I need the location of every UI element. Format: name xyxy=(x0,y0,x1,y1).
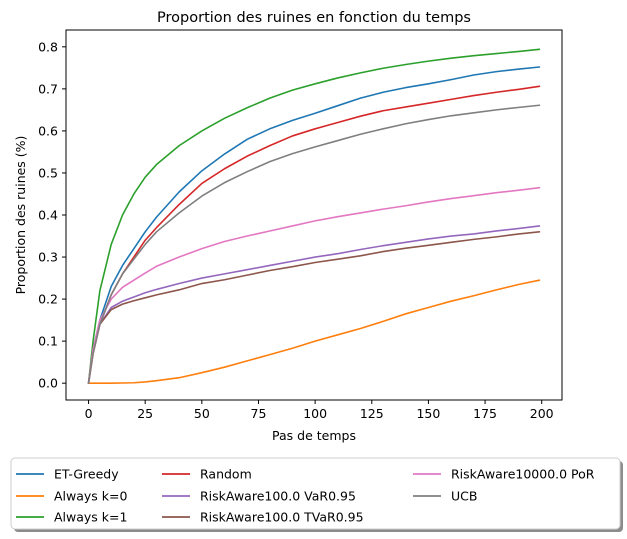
legend-box xyxy=(10,457,621,530)
y-tick-label: 0.6 xyxy=(38,123,58,138)
series-line-2 xyxy=(87,279,541,384)
x-tick-label: 125 xyxy=(360,406,384,421)
legend-label: RiskAware100.0 VaR0.95 xyxy=(200,489,356,504)
legend-label: Always k=1 xyxy=(54,510,127,525)
x-tick-label: 150 xyxy=(416,406,440,421)
legend: ET-Greedy Always k=0 Always k=1 Random RiskA… xyxy=(10,457,623,532)
x-tick-label: 25 xyxy=(137,406,153,421)
y-tick-label: 0.8 xyxy=(38,39,58,54)
y-axis: 0.0 0.1 0.2 0.3 0.4 0.5 0.6 0.7 0.8 xyxy=(38,39,66,391)
series-line-5 xyxy=(87,225,541,384)
legend-label: UCB xyxy=(451,489,477,504)
y-axis-label: Proportion des ruines (%) xyxy=(13,136,28,295)
y-tick-label: 0.5 xyxy=(38,165,58,180)
legend-label: Random xyxy=(200,467,252,482)
legend-label: Always k=0 xyxy=(54,489,128,504)
series-layer xyxy=(87,48,541,384)
x-tick-label: 75 xyxy=(251,406,267,421)
legend-label: ET-Greedy xyxy=(54,467,119,482)
chart-title: Proportion des ruines en fonction du tem… xyxy=(157,10,471,26)
series-line-7 xyxy=(87,186,541,384)
y-tick-label: 0.1 xyxy=(38,334,58,349)
plot-frame xyxy=(65,29,563,401)
y-tick-label: 0.0 xyxy=(38,376,58,391)
y-tick-label: 0.4 xyxy=(38,208,58,223)
x-tick-label: 50 xyxy=(194,406,210,421)
series-line-6 xyxy=(87,231,541,384)
x-axis: 0 25 50 75 100 125 150 175 200 xyxy=(85,400,554,421)
legend-label: RiskAware10000.0 PoR xyxy=(451,467,595,482)
x-axis-label: Pas de temps xyxy=(272,428,356,443)
y-tick-label: 0.3 xyxy=(38,250,58,265)
x-tick-label: 175 xyxy=(473,406,497,421)
x-tick-label: 0 xyxy=(85,406,93,421)
x-tick-label: 100 xyxy=(303,406,327,421)
series-line-1 xyxy=(87,66,541,384)
series-line-8 xyxy=(87,104,541,384)
x-tick-label: 200 xyxy=(530,406,554,421)
legend-label: RiskAware100.0 TVaR0.95 xyxy=(200,510,364,525)
y-tick-label: 0.2 xyxy=(38,292,58,307)
y-tick-label: 0.7 xyxy=(38,81,58,96)
series-line-3 xyxy=(87,48,541,384)
